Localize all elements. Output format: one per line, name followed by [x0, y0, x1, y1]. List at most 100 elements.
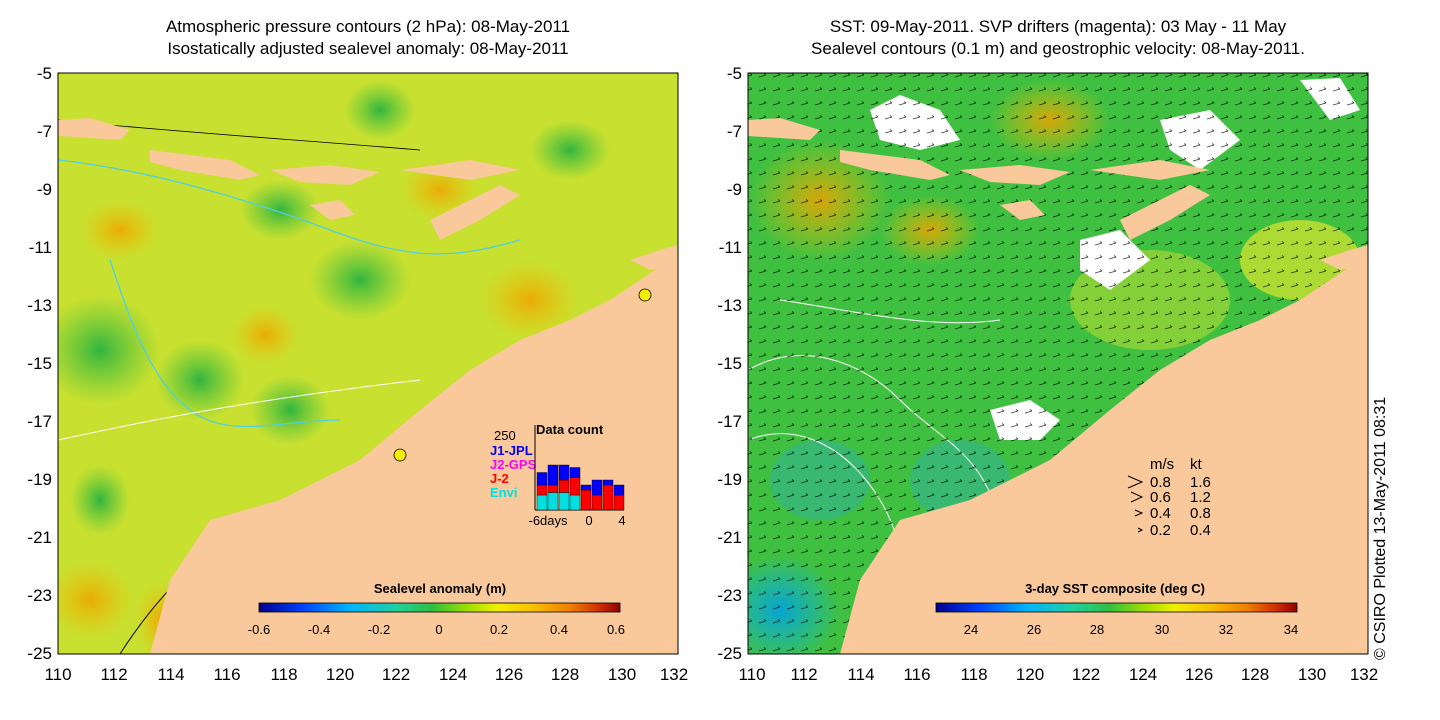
inset-bar-envi	[547, 492, 559, 511]
left-lon-axis: 110 112 114 116 118 120 122 124 126 128 …	[44, 665, 688, 684]
right-lat-label: -11	[719, 238, 742, 257]
left-lat-label: -7	[37, 122, 52, 141]
inset-legend-j2: J-2	[490, 471, 509, 486]
left-colorbar-tick: 0	[435, 622, 442, 637]
inset-bar-j2	[602, 484, 614, 511]
left-lat-label: -19	[27, 470, 52, 489]
inset-legend-j1: J1-JPL	[490, 443, 533, 458]
inset-bar-j2	[536, 484, 548, 496]
left-lon-label: 116	[213, 665, 240, 684]
left-panel-title: Atmospheric pressure contours (2 hPa): 0…	[58, 16, 678, 60]
right-colorbar-gradient	[935, 602, 1298, 613]
inset-bar-envi	[569, 494, 581, 511]
left-lat-label: -23	[27, 586, 52, 605]
inset-x-label: 4	[618, 513, 625, 528]
right-lon-label: 110	[738, 665, 765, 684]
left-colorbar-tick: 0.6	[607, 622, 625, 637]
left-lon-label: 110	[44, 665, 71, 684]
speed-legend-ms-header: m/s	[1150, 456, 1174, 473]
left-colorbar-tick: -0.2	[368, 622, 390, 637]
right-colorbar-tick: 32	[1219, 622, 1233, 637]
right-colorbar: 3-day SST composite (deg C) 24 26 28 30 …	[935, 581, 1298, 637]
speed-legend-kt: 0.8	[1190, 505, 1211, 522]
right-lon-label: 118	[960, 665, 987, 684]
left-colorbar: Sealevel anomaly (m) -0.6 -0.4 -0.2 0 0.…	[248, 581, 625, 637]
inset-bar-j2	[558, 479, 570, 493]
left-title-line2: Isostatically adjusted sealevel anomaly:…	[167, 39, 569, 58]
inset-bar-j1	[580, 484, 592, 491]
right-lat-label: -13	[717, 296, 742, 315]
left-lon-label: 120	[326, 665, 354, 684]
left-lon-label: 130	[608, 665, 636, 684]
inset-x-label: 0	[585, 513, 592, 528]
left-colorbar-title: Sealevel anomaly (m)	[374, 581, 506, 596]
right-colorbar-tick: 26	[1027, 622, 1041, 637]
inset-bar-j1	[602, 479, 614, 486]
right-title-line2: Sealevel contours (0.1 m) and geostrophi…	[811, 39, 1305, 58]
right-lat-label: -15	[717, 354, 742, 373]
speed-legend-kt: 0.4	[1190, 522, 1211, 539]
right-lat-axis: -5 -7 -9 -11 -13 -15 -17 -19 -21 -23 -25	[717, 64, 742, 663]
left-australia-land	[150, 255, 678, 654]
right-lat-label: -23	[717, 586, 742, 605]
inset-bar-j2	[569, 477, 581, 496]
right-colorbar-tick: 34	[1284, 622, 1298, 637]
inset-bar-j1	[591, 479, 603, 496]
left-colorbar-tick: 0.4	[550, 622, 568, 637]
data-count-inset: Data count 250 J1-JPL J2-GPS J-2 Envi -6…	[490, 422, 626, 528]
speed-legend-ms: 0.8	[1150, 474, 1171, 491]
left-lat-axis: -5 -7 -9 -11 -13 -15 -17 -19 -21 -23 -25	[27, 64, 52, 663]
left-lon-label: 132	[660, 665, 688, 684]
inset-bar-j2	[547, 484, 559, 493]
inset-legend-j2gps: J2-GPS	[490, 457, 537, 472]
inset-bar-j2	[580, 489, 592, 511]
speed-legend-kt: 1.6	[1190, 474, 1211, 491]
right-lon-label: 112	[790, 665, 817, 684]
right-lon-label: 132	[1350, 665, 1378, 684]
right-lon-label: 128	[1241, 665, 1269, 684]
speed-arrow-icon	[1127, 475, 1144, 489]
right-lon-label: 120	[1016, 665, 1044, 684]
speed-arrow-icon	[1137, 527, 1144, 533]
inset-bar-j2	[591, 494, 603, 511]
inset-bars	[536, 464, 625, 511]
right-lon-label: 116	[903, 665, 930, 684]
inset-bar-j1	[547, 464, 559, 486]
left-lat-label: -21	[27, 528, 52, 547]
left-lon-label: 128	[551, 665, 579, 684]
inset-max-label: 250	[494, 428, 516, 443]
left-colorbar-tick: -0.6	[248, 622, 270, 637]
right-lat-label: -7	[727, 122, 742, 141]
left-lat-label: -25	[27, 644, 52, 663]
left-lon-label: 124	[439, 665, 467, 684]
speed-arrow-icon	[1130, 491, 1144, 503]
right-lat-label: -21	[717, 528, 742, 547]
inset-title: Data count	[536, 422, 604, 437]
right-colorbar-tick: 30	[1155, 622, 1169, 637]
right-lat-label: -5	[727, 64, 742, 83]
right-lon-axis: 110 112 114 116 118 120 122 124 126 128 …	[738, 665, 1378, 684]
right-map	[748, 73, 1368, 654]
left-lon-label: 122	[382, 665, 410, 684]
left-lat-label: -17	[27, 412, 52, 431]
left-lon-label: 126	[495, 665, 523, 684]
right-lon-label: 124	[1129, 665, 1157, 684]
inset-bar-j1	[613, 484, 625, 496]
left-title-line1: Atmospheric pressure contours (2 hPa): 0…	[165, 17, 571, 36]
right-panel-title: SST: 09-May-2011. SVP drifters (magenta)…	[748, 16, 1368, 60]
left-lon-label: 114	[157, 665, 184, 684]
left-colorbar-gradient	[258, 602, 621, 613]
inset-legend-envi: Envi	[490, 485, 517, 500]
speed-legend-ms: 0.4	[1150, 505, 1171, 522]
left-lat-label: -15	[27, 354, 52, 373]
inset-bar-j1	[536, 472, 548, 486]
right-lat-label: -9	[727, 180, 742, 199]
left-map	[58, 73, 678, 654]
left-colorbar-tick: -0.4	[308, 622, 330, 637]
right-lat-label: -19	[717, 470, 742, 489]
left-lon-label: 118	[270, 665, 297, 684]
right-australia-land	[840, 255, 1368, 654]
left-lat-label: -5	[37, 64, 52, 83]
inset-bar-envi	[536, 494, 548, 511]
